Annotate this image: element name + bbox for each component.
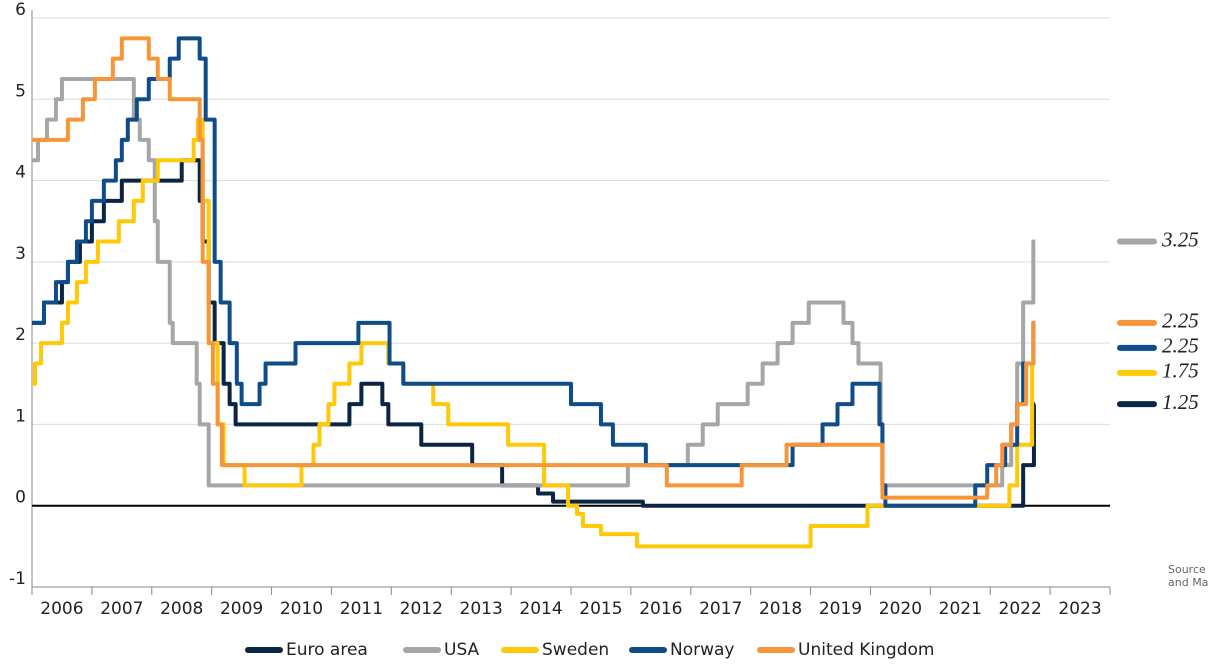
x-tick-label: 2010 bbox=[280, 599, 323, 619]
source-note: Source bbox=[1168, 563, 1206, 576]
y-tick-label: 4 bbox=[15, 163, 26, 183]
x-tick-label: 2021 bbox=[939, 599, 982, 619]
y-tick-label: 5 bbox=[15, 81, 26, 101]
x-tick-label: 2009 bbox=[220, 599, 263, 619]
x-tick-label: 2008 bbox=[160, 599, 203, 619]
legend-label: USA bbox=[444, 640, 480, 660]
end-label: 1.75 bbox=[1162, 359, 1199, 383]
y-tick-label: 3 bbox=[15, 244, 26, 264]
source-note: and Ma bbox=[1168, 576, 1208, 589]
y-tick-label: 1 bbox=[15, 406, 26, 426]
x-tick-label: 2019 bbox=[819, 599, 862, 619]
end-label: 1.25 bbox=[1162, 390, 1199, 414]
x-tick-label: 2015 bbox=[579, 599, 622, 619]
series-line bbox=[32, 158, 1036, 508]
x-tick-label: 2012 bbox=[400, 599, 443, 619]
x-tick-label: 2018 bbox=[759, 599, 802, 619]
series-line bbox=[32, 36, 1036, 508]
end-label: 2.25 bbox=[1162, 334, 1199, 358]
end-label: 3.25 bbox=[1161, 227, 1199, 251]
series-line bbox=[32, 36, 1036, 500]
y-tick-label: -1 bbox=[9, 569, 26, 589]
legend-label: Euro area bbox=[286, 640, 368, 660]
x-tick-label: 2016 bbox=[639, 599, 682, 619]
x-tick-label: 2011 bbox=[340, 599, 383, 619]
x-tick-label: 2023 bbox=[1058, 599, 1101, 619]
x-tick-label: 2014 bbox=[519, 599, 562, 619]
x-tick-label: 2022 bbox=[999, 599, 1042, 619]
x-tick-label: 2020 bbox=[879, 599, 922, 619]
x-tick-label: 2007 bbox=[100, 599, 143, 619]
x-tick-label: 2017 bbox=[699, 599, 742, 619]
y-tick-label: 6 bbox=[15, 0, 26, 20]
x-tick-label: 2013 bbox=[460, 599, 503, 619]
x-tick-label: 2006 bbox=[40, 599, 83, 619]
legend-label: Norway bbox=[670, 640, 735, 660]
legend-label: United Kingdom bbox=[798, 640, 934, 660]
y-tick-label: 2 bbox=[15, 325, 26, 345]
series-line bbox=[32, 117, 1036, 549]
legend-label: Sweden bbox=[542, 640, 609, 660]
end-label: 2.25 bbox=[1162, 309, 1199, 333]
y-tick-label: 0 bbox=[15, 488, 26, 508]
